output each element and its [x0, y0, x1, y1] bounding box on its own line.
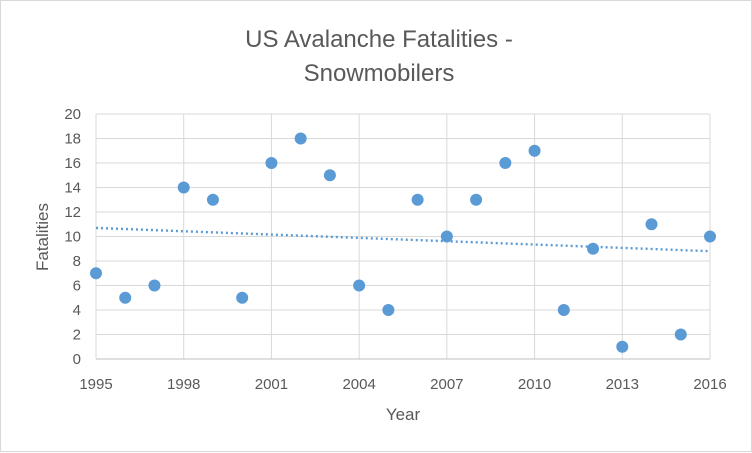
data-point: [90, 267, 102, 280]
y-tick-label: 16: [64, 155, 81, 172]
x-axis-tick-labels: 1995 1998 2001 2004 2007 2010 2013 2016: [79, 376, 726, 393]
y-tick-label: 6: [73, 278, 81, 295]
data-point: [704, 230, 716, 243]
y-axis-tick-labels: 0 2 4 6 8 10 12 14 16 18 20: [64, 106, 81, 368]
data-point: [294, 132, 307, 145]
y-tick-label: 10: [64, 229, 81, 246]
data-point: [440, 230, 453, 243]
x-tick-label: 2007: [430, 376, 463, 393]
x-tick-label: 2004: [342, 376, 375, 393]
x-tick-label: 1998: [167, 376, 200, 393]
data-point: [382, 304, 395, 316]
trendline: [95, 226, 711, 253]
data-points: [90, 132, 716, 353]
y-tick-label: 12: [64, 204, 81, 221]
data-point: [557, 304, 570, 316]
data-point: [353, 279, 366, 292]
data-point: [499, 157, 512, 169]
data-point: [411, 193, 424, 206]
y-tick-label: 2: [73, 327, 81, 344]
data-point: [206, 193, 219, 206]
y-axis-title: Fatalities: [33, 203, 52, 271]
data-point: [119, 291, 132, 304]
x-tick-label: 2010: [518, 376, 551, 393]
data-point: [148, 279, 161, 292]
data-point: [645, 218, 658, 231]
y-tick-label: 20: [64, 106, 81, 123]
x-tick-label: 1995: [79, 376, 112, 393]
data-point: [674, 328, 687, 341]
data-point: [587, 242, 600, 255]
y-tick-label: 14: [64, 180, 81, 197]
chart-title-line-2: Snowmobilers: [304, 60, 455, 87]
y-tick-label: 4: [73, 302, 81, 319]
data-point: [323, 169, 336, 182]
data-point: [236, 291, 249, 304]
chart-title-line-1: US Avalanche Fatalities -: [245, 26, 513, 53]
x-axis-title: Year: [386, 405, 421, 424]
data-point: [616, 340, 629, 353]
x-tick-label: 2001: [255, 376, 288, 393]
data-point: [265, 157, 278, 169]
data-point: [177, 181, 190, 194]
y-tick-label: 8: [73, 253, 81, 270]
gridlines: [95, 113, 711, 359]
y-tick-label: 0: [73, 351, 81, 368]
data-point: [528, 144, 541, 157]
data-point: [470, 193, 483, 206]
y-tick-label: 18: [64, 131, 81, 148]
x-tick-label: 2013: [606, 376, 639, 393]
x-tick-label: 2016: [693, 376, 726, 393]
